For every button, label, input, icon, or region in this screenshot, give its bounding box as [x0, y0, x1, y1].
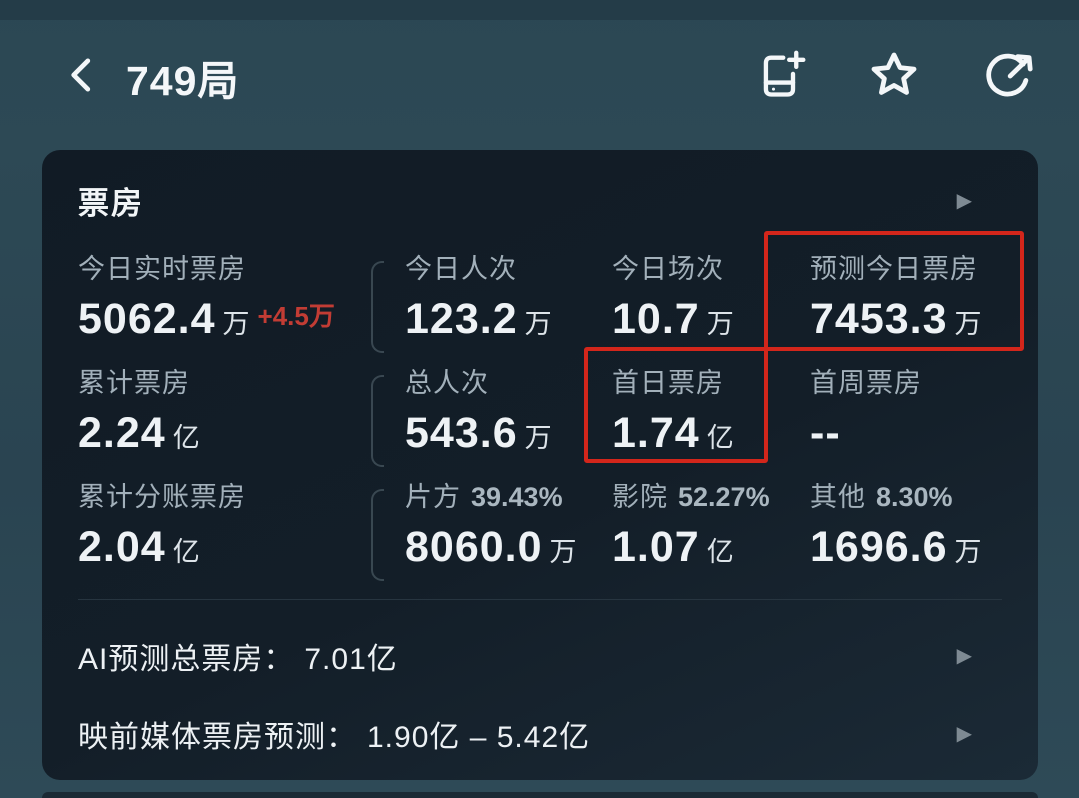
stat-value: --	[810, 409, 841, 457]
next-card-top-edge	[42, 792, 1038, 798]
stats-row-2: 累计票房 2.24 亿 总人次 543.6 万 首日票房 1.74 亿 首周票房 --	[78, 367, 1002, 467]
stat-unit: 万	[524, 423, 552, 453]
back-button[interactable]	[52, 47, 112, 107]
section-divider	[78, 599, 1002, 600]
stat-producer-share: 片方 39.43% 8060.0 万	[371, 481, 612, 581]
add-to-home-icon	[754, 49, 806, 106]
stat-value: 1.74	[612, 409, 700, 457]
stat-percentage: 39.43%	[471, 482, 563, 512]
stat-label: 今日人次	[405, 254, 517, 284]
topbar-actions	[753, 50, 1035, 104]
stat-total-admissions: 总人次 543.6 万	[371, 367, 612, 467]
stats-row-1: 今日实时票房 5062.4 万 +4.5万 今日人次 123.2 万 今日场次 10.…	[78, 253, 1002, 353]
card-header[interactable]: 票房 ▶	[78, 178, 1002, 223]
stat-value: 543.6	[405, 409, 518, 457]
top-navigation-bar: 749局	[0, 22, 1079, 132]
stat-unit: 万	[524, 309, 552, 339]
stat-today-screenings: 今日场次 10.7 万	[612, 253, 810, 345]
stat-percentage: 52.27%	[678, 482, 770, 512]
stat-value: 8060.0	[405, 523, 543, 571]
media-forecast-label: 映前媒体票房预测：	[78, 721, 357, 754]
ai-forecast-value: 7.01亿	[304, 643, 398, 676]
stat-today-admissions: 今日人次 123.2 万	[371, 253, 612, 353]
stat-other-share: 其他 8.30% 1696.6 万	[810, 481, 1002, 573]
refresh-button[interactable]	[981, 50, 1035, 104]
stat-label: 今日场次	[612, 254, 724, 284]
ai-forecast-label: AI预测总票房：	[78, 643, 295, 676]
stat-value: 123.2	[405, 295, 518, 343]
stat-unit: 万	[954, 537, 982, 567]
box-office-card: 票房 ▶ 今日实时票房 5062.4 万 +4.5万 今日人次 123.2 万 今日场…	[42, 150, 1038, 780]
ai-forecast-row[interactable]: AI预测总票房： 7.01亿 ▶	[78, 634, 1002, 678]
stat-unit: 万	[706, 309, 734, 339]
column-bracket-divider	[371, 261, 384, 353]
stat-value: 2.24	[78, 409, 166, 457]
stat-predicted-today: 预测今日票房 7453.3 万	[810, 253, 1002, 345]
stat-unit: 万	[954, 309, 982, 339]
status-bar-shade	[0, 0, 1079, 20]
add-to-home-button[interactable]	[753, 50, 807, 104]
card-title: 票房	[78, 186, 144, 221]
stat-unit: 万	[549, 537, 577, 567]
refresh-icon	[982, 49, 1034, 106]
stat-label: 影院	[612, 482, 668, 512]
stat-unit: 万	[222, 309, 250, 339]
stat-label: 片方	[405, 482, 461, 512]
stat-unit: 亿	[706, 423, 734, 453]
stat-value: 5062.4	[78, 295, 216, 343]
column-bracket-divider	[371, 375, 384, 467]
stat-percentage: 8.30%	[876, 482, 953, 512]
stat-label: 首日票房	[612, 368, 724, 398]
stat-cumulative: 累计票房 2.24 亿	[78, 367, 405, 459]
stat-today-realtime: 今日实时票房 5062.4 万 +4.5万	[78, 253, 405, 345]
stat-unit: 亿	[172, 423, 200, 453]
stat-value: 2.04	[78, 523, 166, 571]
stat-label: 今日实时票房	[78, 254, 246, 284]
column-bracket-divider	[371, 489, 384, 581]
stat-label: 其他	[810, 482, 866, 512]
stat-label: 总人次	[405, 368, 489, 398]
stat-value: 7453.3	[810, 295, 948, 343]
stat-label: 预测今日票房	[810, 254, 978, 284]
expand-arrow-icon: ▶	[956, 723, 972, 745]
stat-label: 累计票房	[78, 368, 190, 398]
page-title: 749局	[126, 58, 240, 104]
stat-label: 累计分账票房	[78, 482, 246, 512]
media-forecast-row[interactable]: 映前媒体票房预测： 1.90亿 – 5.42亿 ▶	[78, 712, 1002, 756]
stats-grid: 今日实时票房 5062.4 万 +4.5万 今日人次 123.2 万 今日场次 10.…	[78, 253, 1002, 581]
media-forecast-value: 1.90亿 – 5.42亿	[367, 721, 591, 754]
stats-row-3: 累计分账票房 2.04 亿 片方 39.43% 8060.0 万 影院 52.27% 1…	[78, 481, 1002, 581]
stat-cumulative-split: 累计分账票房 2.04 亿	[78, 481, 405, 573]
stat-first-day: 首日票房 1.74 亿	[612, 367, 810, 459]
stat-label: 首周票房	[810, 368, 922, 398]
stat-unit: 亿	[706, 537, 734, 567]
back-chevron-icon	[62, 55, 102, 100]
stat-value: 10.7	[612, 295, 700, 343]
stat-cinema-share: 影院 52.27% 1.07 亿	[612, 481, 810, 573]
expand-arrow-icon: ▶	[956, 645, 972, 667]
stat-value: 1.07	[612, 523, 700, 571]
stat-first-week: 首周票房 --	[810, 367, 1002, 459]
expand-arrow-icon: ▶	[956, 189, 972, 212]
stat-value: 1696.6	[810, 523, 948, 571]
favorite-button[interactable]	[867, 50, 921, 104]
stat-delta: +4.5万	[257, 301, 335, 331]
star-icon	[868, 49, 920, 106]
stat-unit: 亿	[172, 537, 200, 567]
